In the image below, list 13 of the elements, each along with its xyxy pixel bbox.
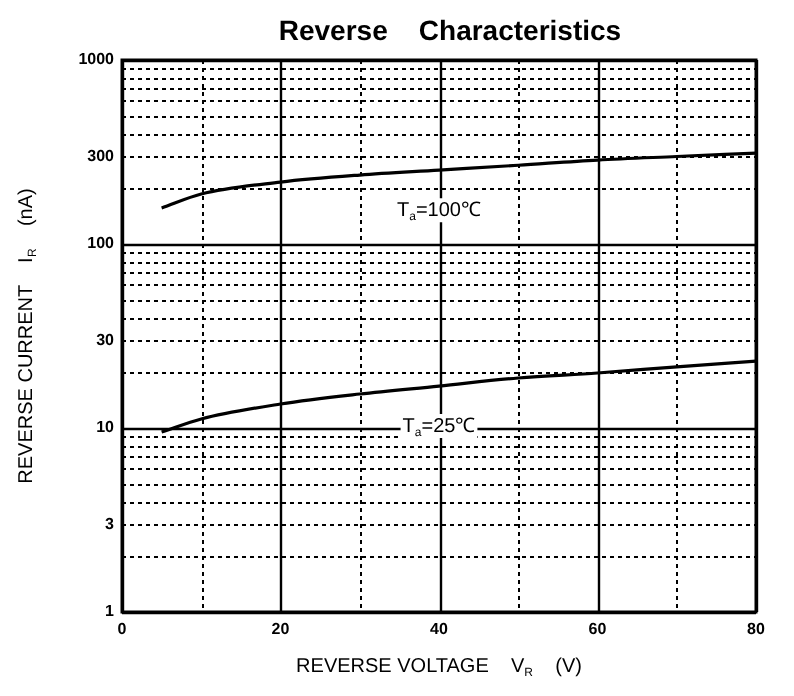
y-tick-label: 30 xyxy=(96,330,116,349)
y-tick-label: 300 xyxy=(87,146,116,165)
y-tick-label: 1000 xyxy=(78,50,116,69)
y-tick-label: 100 xyxy=(87,234,116,253)
x-tick-label: 0 xyxy=(117,620,128,639)
y-tick-label: 3 xyxy=(105,514,116,533)
y-tick-label: 1 xyxy=(105,602,116,621)
x-tick-label: 20 xyxy=(271,620,291,639)
x-tick-label: 60 xyxy=(588,620,608,639)
y-tick-label: 10 xyxy=(96,418,116,437)
x-tick-label: 80 xyxy=(747,620,766,639)
x-tick-label: 40 xyxy=(430,620,449,639)
chart-title: Reverse Characteristics xyxy=(278,13,622,46)
